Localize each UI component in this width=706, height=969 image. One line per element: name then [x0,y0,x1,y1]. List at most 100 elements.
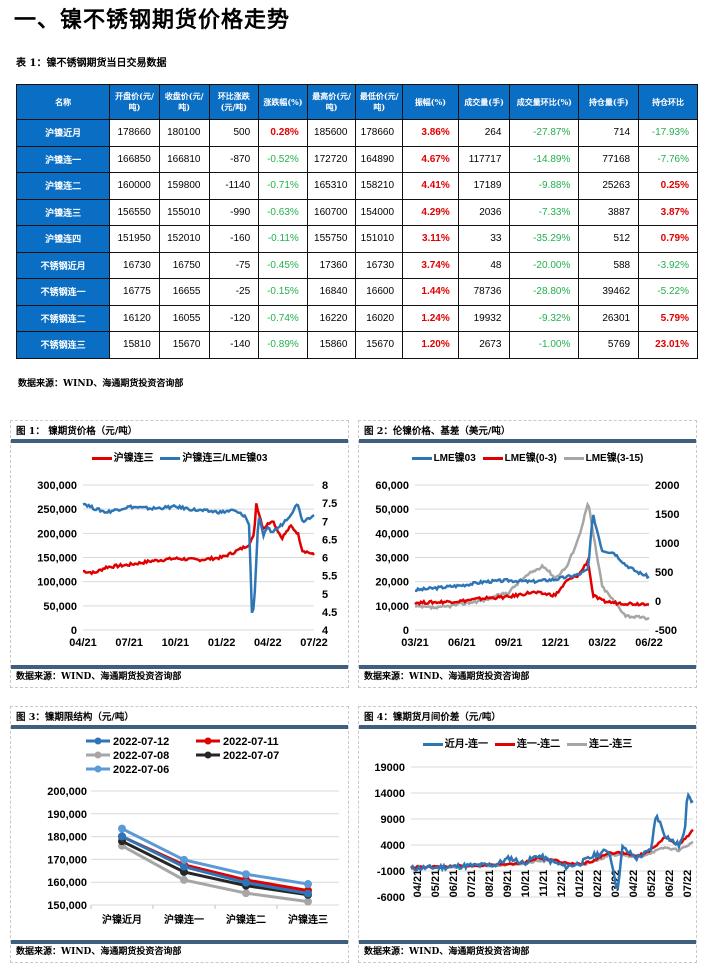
svg-text:12/21: 12/21 [542,637,570,649]
cell-low: 151010 [355,225,404,253]
figure-source: 数据来源：WIND、海通期货投资咨询部 [359,940,696,958]
legend-item: 连一-连二 [494,735,561,750]
cell-close: 16655 [158,278,210,306]
chart-legend: LME镍03 LME镍(0-3) LME镍(3-15) [359,449,696,464]
cell-oi-chg: 5.79% [638,304,698,332]
page-title: 一、镍不锈钢期货价格走势 [14,7,291,33]
col-header: 开盘价(元/吨) [109,84,160,120]
svg-text:40,000: 40,000 [375,528,409,540]
svg-text:7: 7 [322,516,328,528]
legend-label: 连一-连二 [516,739,561,750]
cell-oi-chg: -3.92% [638,251,698,279]
col-header: 最低价(元/吨) [355,84,404,120]
figure-3-panel: 图 3：镍期限结构（元/吨） 150,000 160,000 170,000 180,… [10,706,349,963]
svg-text:10,000: 10,000 [375,601,409,613]
cell-chg: -120 [208,304,260,332]
svg-text:100,000: 100,000 [37,577,77,589]
cell-vol: 17189 [457,172,511,200]
svg-text:沪镍连二: 沪镍连二 [226,913,266,926]
legend-label: LME镍(0-3) [504,453,557,464]
row-name: 不锈钢近月 [15,251,111,279]
legend-swatch-gray [566,742,587,746]
table-row: 沪镍连四 151950 152010 -160 -0.11% 155750 151010 3.… [15,225,698,253]
table-row: 不锈钢连三 15810 15670 -140 -0.89% 15860 15670 1.20%… [15,331,698,359]
cell-chg: 500 [208,119,260,147]
cell-oi-chg: -7.76% [638,145,698,173]
figure-3-chart: 150,000 160,000 170,000 180,000 190,000 200,0… [47,736,339,926]
cell-high: 165310 [306,172,357,200]
cell-vol: 78736 [457,278,511,306]
legend-item: 连二-连三 [566,735,633,750]
cell-high: 160700 [306,198,357,226]
row-name: 沪镍近月 [15,119,111,147]
legend-label: LME镍(3-15) [585,453,644,464]
svg-text:12/21: 12/21 [556,870,568,898]
cell-oi: 3887 [578,198,640,226]
cell-vol: 117717 [457,145,511,173]
cell-oi-chg: 3.87% [638,198,698,226]
cell-chg: -1140 [208,172,260,200]
figure-3-body: 150,000 160,000 170,000 180,000 190,000 200,0… [11,729,348,940]
svg-text:10/21: 10/21 [520,870,532,898]
svg-text:06/21: 06/21 [448,637,476,649]
col-header: 成交量环比(%) [509,84,580,120]
cell-open: 166850 [109,145,160,173]
cell-pct: -0.15% [258,278,308,306]
cell-chg: -990 [208,198,260,226]
svg-text:6.5: 6.5 [322,534,337,546]
table-row: 不锈钢连一 16775 16655 -25 -0.15% 16840 16600 1.44% 7… [15,278,698,306]
cell-high: 16840 [306,278,357,306]
legend-item: 沪镍连三/LME镍03 [160,449,267,464]
table-row: 不锈钢连二 16120 16055 -120 -0.74% 16220 16020 1.24%… [15,304,698,332]
svg-text:2022-07-08: 2022-07-08 [113,750,169,762]
svg-text:4.5: 4.5 [322,607,337,619]
svg-text:09/21: 09/21 [502,870,514,898]
table-header-row: 名称 开盘价(元/吨) 收盘价(元/吨) 环比涨跌(元/吨) 涨跌幅(%) 最高… [15,84,698,120]
svg-text:07/21: 07/21 [115,637,143,649]
cell-open: 16730 [109,251,160,279]
cell-vol: 2673 [457,331,511,359]
svg-text:6: 6 [322,553,328,565]
svg-text:07/22: 07/22 [682,870,694,898]
svg-text:11/21: 11/21 [538,870,550,897]
svg-text:200,000: 200,000 [47,786,87,798]
svg-text:05/21: 05/21 [430,870,442,898]
cell-oi: 77168 [578,145,640,173]
cell-amp: 3.11% [402,225,459,253]
cell-vol: 264 [457,119,511,147]
svg-text:02/22: 02/22 [592,870,604,898]
table-row: 沪镍连三 156550 155010 -990 -0.63% 160700 154000 4.… [15,198,698,226]
cell-amp: 1.24% [402,304,459,332]
svg-text:沪镍近月: 沪镍近月 [102,913,142,926]
cell-oi: 25263 [578,172,640,200]
table-caption: 表 1：镍不锈钢期货当日交易数据 [16,58,167,69]
legend-label: 近月-连一 [444,739,489,750]
cell-pct: -0.89% [258,331,308,359]
svg-text:170,000: 170,000 [47,854,87,866]
svg-text:190,000: 190,000 [47,809,87,821]
cell-low: 154000 [355,198,404,226]
cell-close: 16055 [158,304,210,332]
svg-text:20,000: 20,000 [375,577,409,589]
svg-text:4000: 4000 [381,840,405,852]
legend-label: 连二-连三 [588,739,633,750]
col-header: 成交量(手) [457,84,511,120]
cell-close: 180100 [158,119,210,147]
svg-text:5: 5 [322,589,328,601]
svg-text:-1000: -1000 [377,866,405,878]
cell-oi: 39462 [578,278,640,306]
cell-open: 15810 [109,331,160,359]
cell-open: 16775 [109,278,160,306]
svg-text:06/22: 06/22 [635,637,663,649]
cell-oi-chg: 0.79% [638,225,698,253]
svg-text:60,000: 60,000 [375,480,409,492]
cell-pct: 0.28% [258,119,308,147]
cell-oi: 714 [578,119,640,147]
cell-amp: 4.29% [402,198,459,226]
svg-text:30,000: 30,000 [375,553,409,565]
figure-source: 数据来源：WIND、海通期货投资咨询部 [11,940,348,958]
cell-amp: 3.86% [402,119,459,147]
svg-text:2022-07-12: 2022-07-12 [113,736,169,748]
cell-close: 159800 [158,172,210,200]
svg-text:150,000: 150,000 [47,900,87,912]
